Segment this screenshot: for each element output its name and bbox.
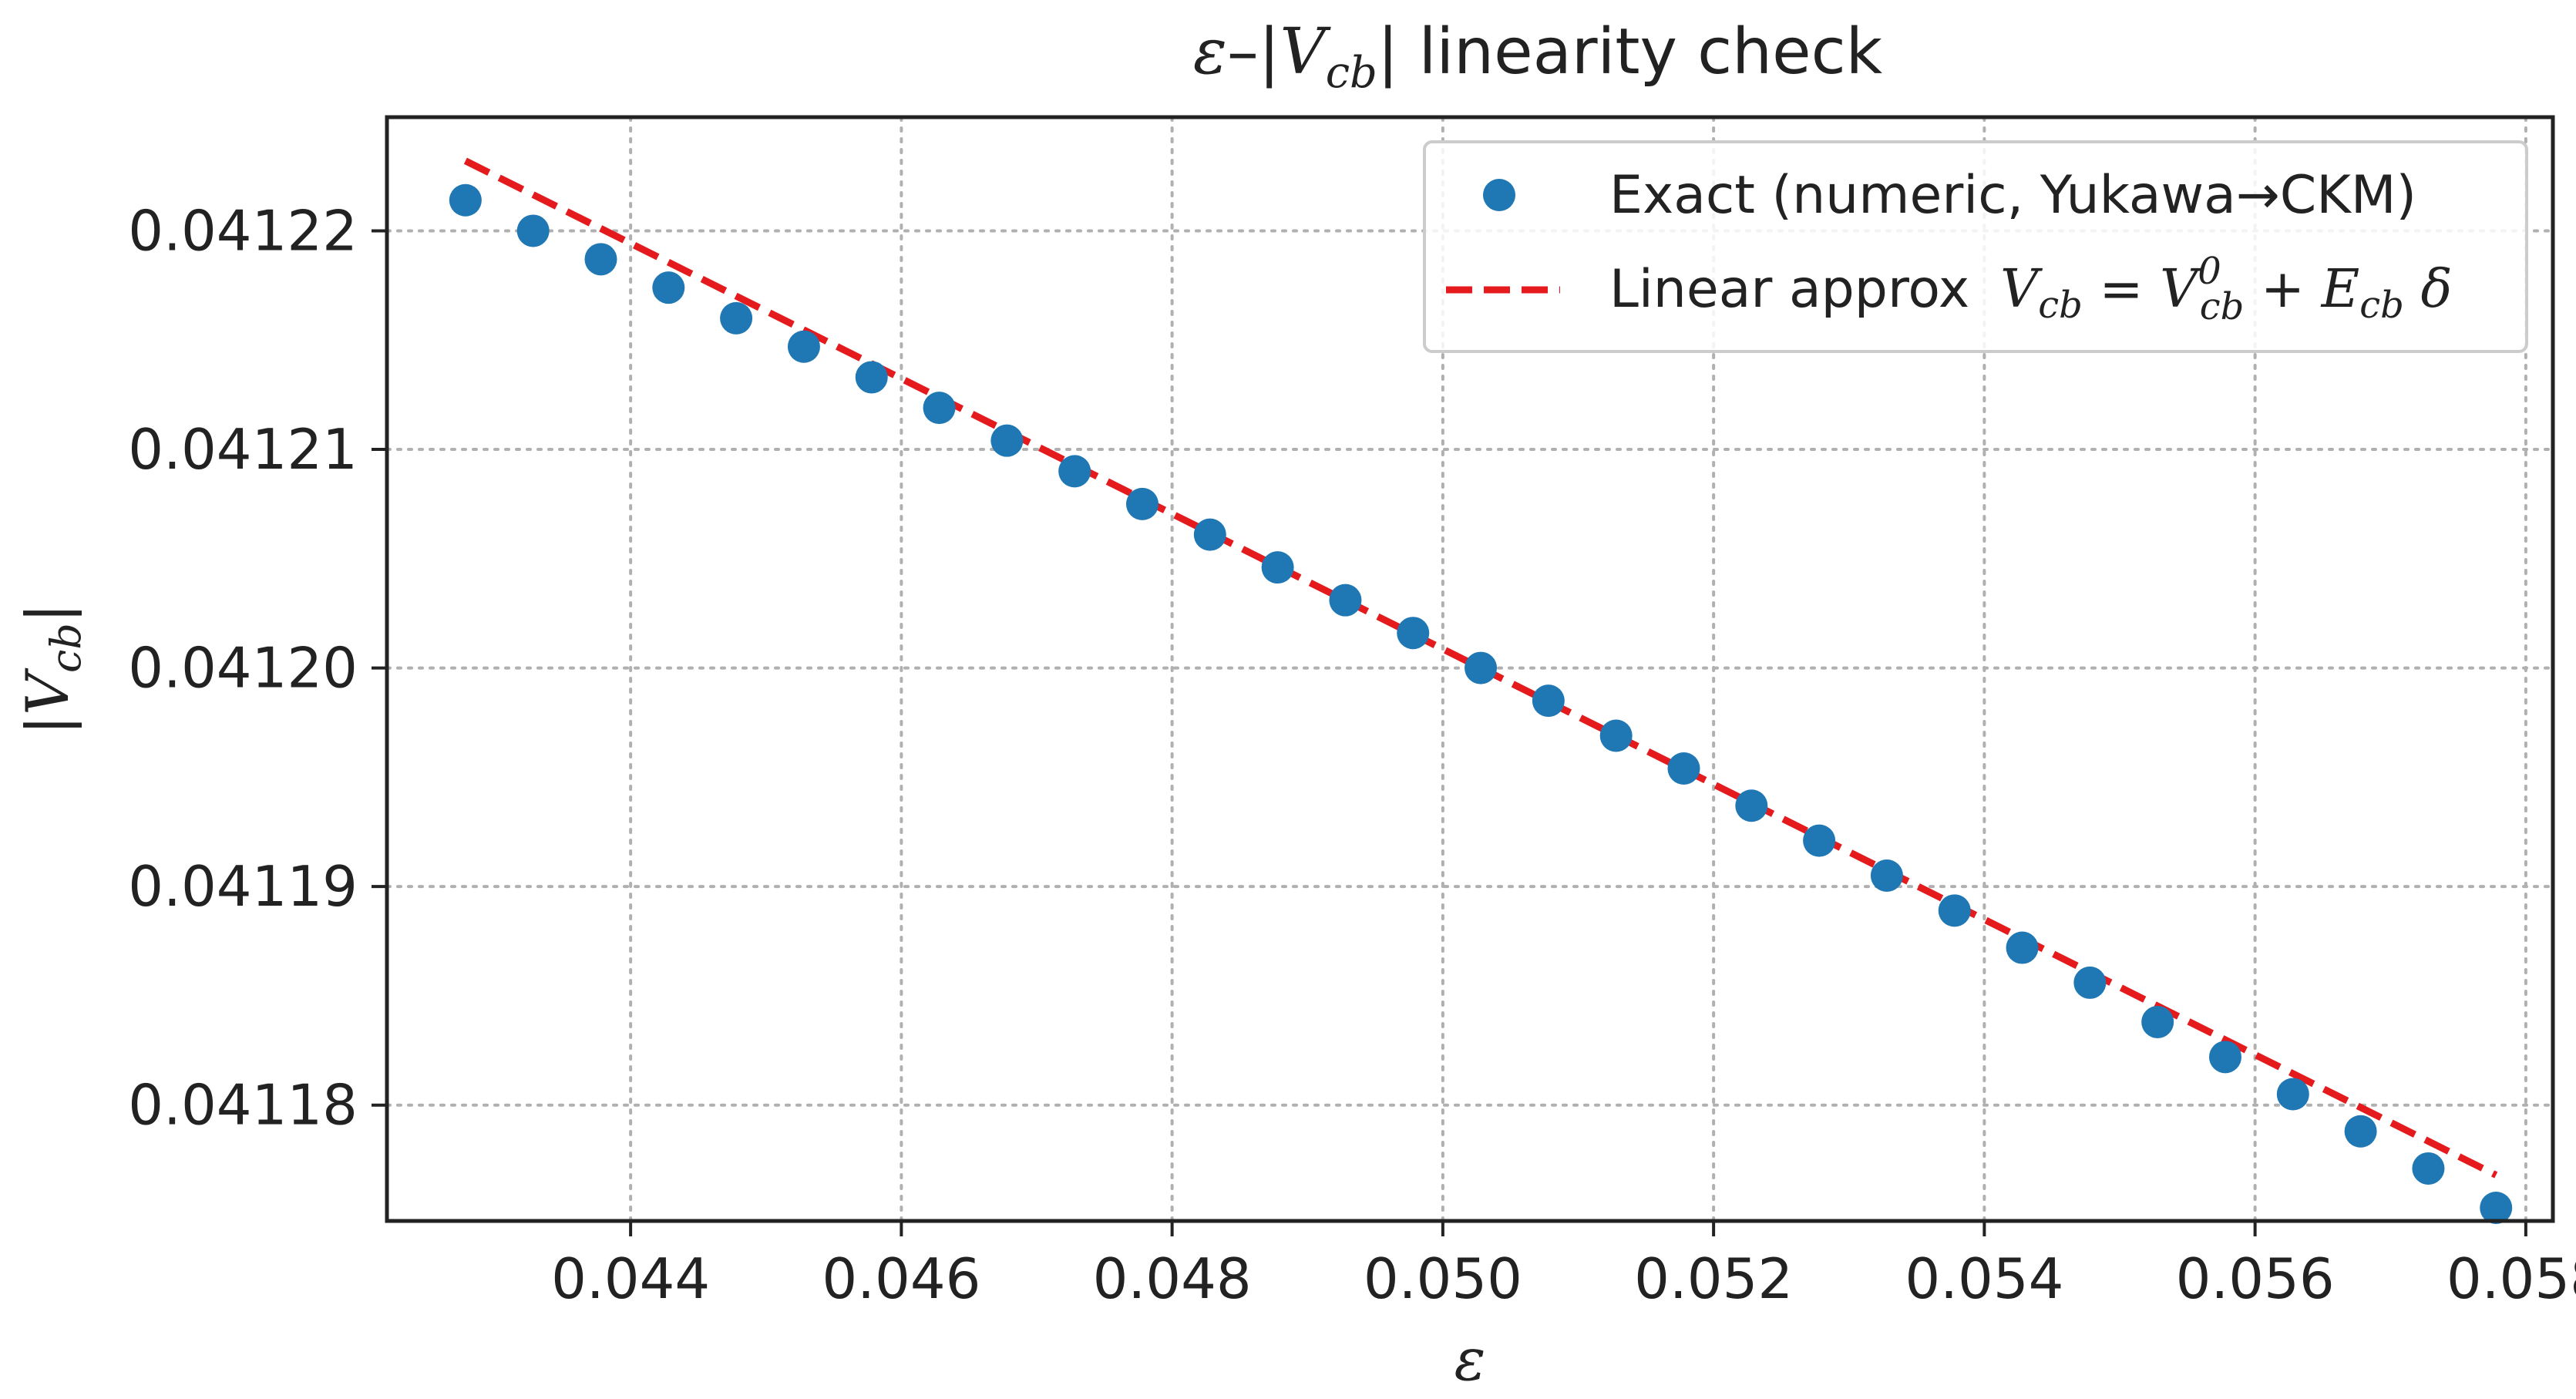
data-point	[990, 424, 1024, 457]
legend-formula-sup0: 0	[2198, 250, 2221, 293]
ylabel-sub: cb	[42, 623, 90, 673]
legend: Exact (numeric, Yukawa→CKM) Linear appro…	[1423, 140, 2528, 353]
data-point	[1125, 487, 1159, 520]
data-point	[2141, 1005, 2174, 1038]
data-point	[2073, 966, 2107, 999]
y-axis-ticks: 0.04118 0.04119 0.04120 0.04121 0.04122	[128, 198, 387, 1138]
y-tick-label: 0.04121	[128, 417, 358, 482]
title-rest: linearity check	[1399, 15, 1883, 89]
title-bar: |	[1377, 15, 1399, 89]
x-tick-label: 0.054	[1905, 1246, 2063, 1311]
x-tick-label: 0.052	[1634, 1246, 1793, 1311]
legend-formula-delta: δ	[2404, 259, 2453, 320]
legend-formula-esub: cb	[2359, 284, 2404, 327]
data-point	[720, 301, 753, 335]
data-point	[1667, 752, 1700, 785]
data-point	[1599, 719, 1633, 752]
data-point	[1058, 455, 1091, 488]
ylabel-bar-open: |	[13, 715, 82, 735]
legend-formula-sub: cb	[2038, 284, 2083, 327]
legend-box	[1423, 140, 2528, 353]
legend-formula-v: V	[2000, 259, 2043, 320]
x-axis-label: ε	[1454, 1325, 1486, 1394]
data-point	[1193, 518, 1226, 551]
legend-label-exact: Exact (numeric, Yukawa→CKM)	[1609, 165, 2416, 226]
title-sub: cb	[1326, 48, 1377, 98]
legend-formula-eq: =	[2083, 259, 2160, 320]
legend-linear-name: Linear approx	[1609, 259, 1969, 320]
legend-formula-sub0: cb	[2200, 285, 2245, 328]
data-point	[1465, 651, 1498, 684]
data-point	[2208, 1041, 2241, 1074]
exact-series	[449, 183, 2513, 1224]
data-point	[1938, 894, 1971, 927]
data-point	[2412, 1152, 2445, 1185]
y-tick-label: 0.04122	[128, 198, 358, 263]
y-tick-label: 0.04118	[128, 1073, 358, 1138]
data-point	[1532, 684, 1565, 718]
data-point	[2006, 931, 2039, 964]
legend-formula-e: E	[2320, 259, 2360, 320]
x-axis-ticks: 0.044 0.046 0.048 0.050 0.052 0.054 0.056 0.058	[551, 1221, 2576, 1311]
data-point	[855, 361, 888, 394]
data-point	[516, 214, 550, 247]
x-tick-label: 0.058	[2447, 1246, 2576, 1311]
y-tick-label: 0.04119	[128, 854, 358, 919]
x-tick-label: 0.048	[1093, 1246, 1252, 1311]
title-dash: –|	[1227, 15, 1280, 89]
data-point	[1803, 824, 1836, 857]
data-point	[584, 243, 617, 276]
ylabel-bar-close: |	[13, 604, 82, 624]
data-point	[923, 392, 956, 425]
title-v: V	[1280, 15, 1331, 89]
legend-marker-exact	[1483, 179, 1515, 211]
legend-label-linear: Linear approx Vcb = V0 cb + Ecb δ	[1609, 250, 2452, 328]
x-tick-label: 0.050	[1364, 1246, 1522, 1311]
legend-formula-plus: +	[2244, 259, 2321, 320]
ylabel-v: V	[13, 668, 82, 715]
data-point	[1397, 617, 1430, 650]
legend-formula-v0: V	[2160, 259, 2202, 320]
data-point	[2344, 1115, 2377, 1148]
data-point	[787, 330, 820, 363]
data-point	[449, 183, 482, 217]
title-epsilon: ε	[1193, 15, 1227, 89]
data-point	[1870, 859, 1903, 892]
chart-title: ε–|Vcb| linearity check	[1193, 15, 1883, 98]
data-point	[2276, 1078, 2309, 1111]
x-tick-label: 0.046	[822, 1246, 980, 1311]
x-tick-label: 0.056	[2176, 1246, 2335, 1311]
data-point	[1329, 583, 1362, 617]
data-point	[1735, 789, 1768, 822]
data-point	[652, 271, 685, 304]
y-axis-label: |Vcb|	[13, 604, 90, 735]
x-tick-label: 0.044	[551, 1246, 710, 1311]
data-point	[1261, 551, 1294, 584]
y-tick-label: 0.04120	[128, 636, 358, 701]
data-point	[2480, 1191, 2513, 1224]
